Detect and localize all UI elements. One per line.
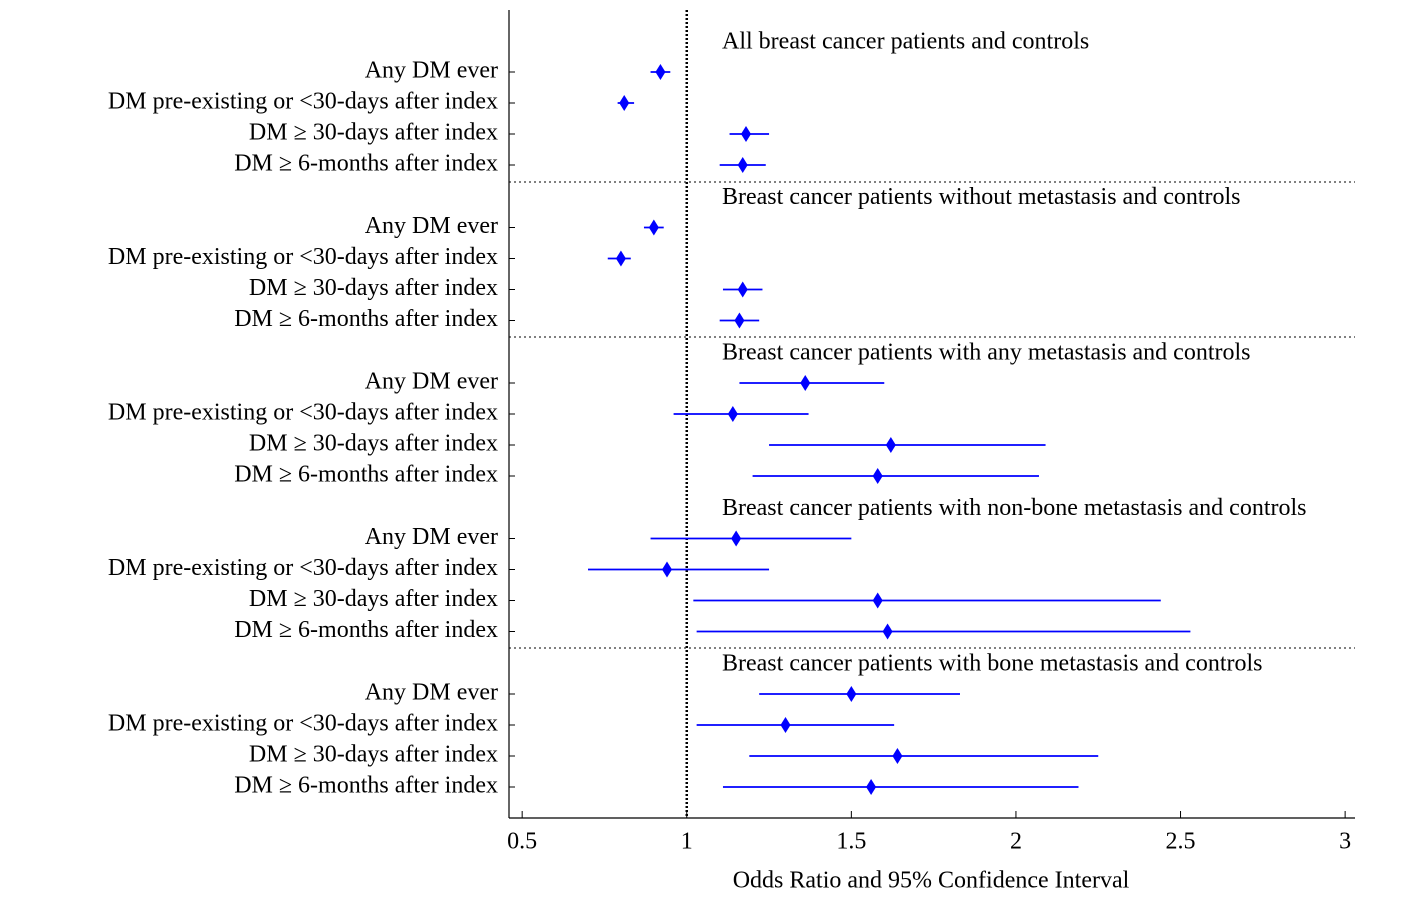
odds-ratio-marker (734, 312, 745, 329)
row-label: DM pre-existing or <30-days after index (108, 89, 498, 115)
group-title: Breast cancer patients with bone metasta… (722, 651, 1263, 677)
odds-ratio-marker (872, 468, 883, 484)
odds-ratio-marker (846, 686, 857, 702)
x-tick-label: 1.5 (836, 829, 866, 855)
row-label: DM pre-existing or <30-days after index (108, 711, 498, 737)
odds-ratio-marker (882, 623, 893, 640)
odds-ratio-marker (648, 219, 659, 236)
row-label: Any DM ever (365, 524, 498, 550)
x-axis-label: Odds Ratio and 95% Confidence Interval (733, 868, 1130, 894)
odds-ratio-marker (800, 375, 811, 391)
odds-ratio-marker (872, 592, 883, 609)
row-label: Any DM ever (365, 213, 498, 239)
group-title: Breast cancer patients with any metastas… (722, 340, 1251, 366)
odds-ratio-marker (727, 406, 738, 422)
x-tick-label: 0.5 (507, 829, 537, 855)
row-label: DM ≥ 6-months after index (234, 151, 498, 177)
odds-ratio-marker (892, 748, 903, 764)
odds-ratio-marker (885, 437, 896, 453)
odds-ratio-marker (741, 126, 752, 142)
odds-ratio-marker (731, 530, 742, 547)
row-label: DM ≥ 6-months after index (234, 462, 498, 488)
row-label: DM ≥ 30-days after index (249, 586, 498, 612)
odds-ratio-marker (662, 561, 673, 578)
row-label: DM pre-existing or <30-days after index (108, 555, 498, 581)
row-label: DM ≥ 30-days after index (249, 431, 498, 457)
odds-ratio-marker (619, 95, 630, 111)
odds-ratio-marker (737, 157, 748, 173)
row-label: DM ≥ 30-days after index (249, 120, 498, 146)
odds-ratio-marker (615, 250, 626, 267)
odds-ratio-marker (655, 64, 666, 80)
odds-ratio-marker (866, 779, 877, 795)
row-label: DM pre-existing or <30-days after index (108, 244, 498, 270)
odds-ratio-marker (737, 281, 748, 298)
group-title: Breast cancer patients without metastasi… (722, 184, 1241, 210)
row-label: Any DM ever (365, 58, 498, 84)
row-label: DM ≥ 30-days after index (249, 275, 498, 301)
x-tick-label: 1 (681, 829, 693, 855)
odds-ratio-marker (780, 717, 791, 733)
x-tick-label: 3 (1339, 829, 1351, 855)
group-title: Breast cancer patients with non-bone met… (722, 495, 1307, 521)
x-tick-label: 2.5 (1166, 829, 1196, 855)
row-label: DM pre-existing or <30-days after index (108, 400, 498, 426)
row-label: DM ≥ 6-months after index (234, 773, 498, 799)
group-title: All breast cancer patients and controls (722, 29, 1089, 55)
row-label: Any DM ever (365, 369, 498, 395)
row-label: Any DM ever (365, 680, 498, 706)
row-label: DM ≥ 6-months after index (234, 617, 498, 643)
row-label: DM ≥ 6-months after index (234, 306, 498, 332)
x-tick-label: 2 (1010, 829, 1022, 855)
row-label: DM ≥ 30-days after index (249, 742, 498, 768)
